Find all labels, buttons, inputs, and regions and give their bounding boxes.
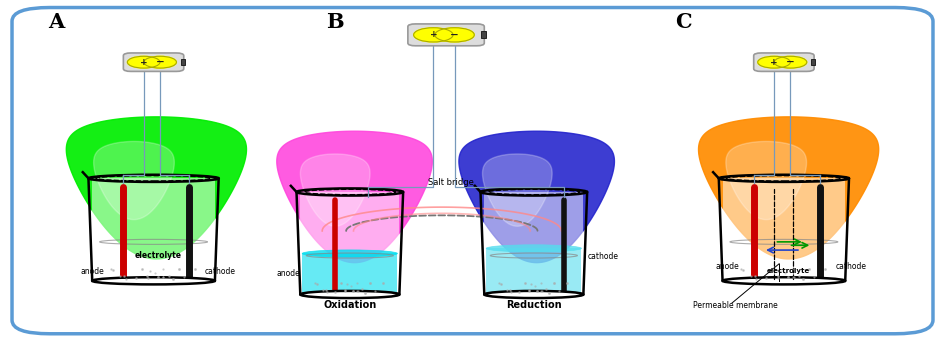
Text: anode: anode xyxy=(80,267,104,276)
FancyBboxPatch shape xyxy=(408,24,483,46)
Text: Salt bridge: Salt bridge xyxy=(428,178,474,187)
Text: electrolyte: electrolyte xyxy=(135,251,181,260)
FancyBboxPatch shape xyxy=(93,178,214,281)
Bar xyxy=(302,253,397,295)
Text: electrolyte: electrolyte xyxy=(767,268,809,274)
Circle shape xyxy=(757,56,789,68)
Text: −: − xyxy=(785,57,794,67)
Ellipse shape xyxy=(485,291,581,298)
Text: C: C xyxy=(675,12,691,32)
Ellipse shape xyxy=(302,250,397,257)
Text: cathode: cathode xyxy=(205,267,236,276)
Text: cathode: cathode xyxy=(834,261,866,271)
Polygon shape xyxy=(66,117,246,259)
Text: −: − xyxy=(156,57,164,67)
Polygon shape xyxy=(277,131,431,263)
Ellipse shape xyxy=(302,291,397,298)
Circle shape xyxy=(773,56,806,68)
FancyBboxPatch shape xyxy=(124,53,183,71)
Ellipse shape xyxy=(300,291,399,298)
Circle shape xyxy=(434,28,474,42)
Text: cathode: cathode xyxy=(587,252,618,261)
Circle shape xyxy=(127,56,160,68)
Text: anode: anode xyxy=(277,269,300,278)
Ellipse shape xyxy=(485,245,581,252)
Polygon shape xyxy=(93,141,174,220)
Bar xyxy=(810,59,815,65)
Bar xyxy=(480,31,486,38)
Circle shape xyxy=(143,56,177,68)
Ellipse shape xyxy=(722,277,844,284)
FancyBboxPatch shape xyxy=(483,192,582,295)
Bar xyxy=(485,248,581,295)
FancyBboxPatch shape xyxy=(12,8,932,334)
Circle shape xyxy=(413,28,452,42)
FancyBboxPatch shape xyxy=(722,178,844,281)
Text: +: + xyxy=(769,58,777,67)
Polygon shape xyxy=(459,131,614,263)
Text: A: A xyxy=(48,12,64,32)
Polygon shape xyxy=(698,117,878,259)
FancyBboxPatch shape xyxy=(300,192,399,295)
FancyBboxPatch shape xyxy=(753,53,813,71)
Text: Reduction: Reduction xyxy=(505,300,561,310)
Ellipse shape xyxy=(93,277,214,284)
Text: anode: anode xyxy=(715,261,738,271)
Polygon shape xyxy=(725,141,805,220)
Text: +: + xyxy=(140,58,147,67)
Polygon shape xyxy=(300,154,370,226)
Text: B: B xyxy=(326,12,344,32)
Ellipse shape xyxy=(483,291,582,298)
Text: −: − xyxy=(449,30,459,40)
Bar xyxy=(180,59,185,65)
Text: Oxidation: Oxidation xyxy=(323,300,376,310)
Text: +: + xyxy=(430,31,437,39)
Text: Permeable membrane: Permeable membrane xyxy=(693,301,777,310)
Polygon shape xyxy=(482,154,551,226)
